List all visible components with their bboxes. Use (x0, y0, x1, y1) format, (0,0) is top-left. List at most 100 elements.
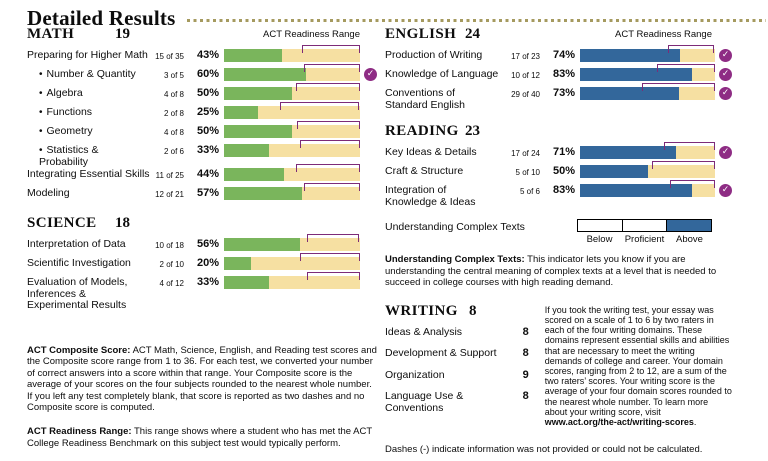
skill-percent: 83% (552, 68, 575, 80)
science-header: SCIENCE 18 (27, 215, 377, 232)
skill-percent: 71% (552, 146, 575, 158)
skill-label: Evaluation of Models, Inferences & Exper… (27, 276, 128, 311)
score-bar-fill (224, 238, 301, 251)
science-rows: Interpretation of Data 10 of 18 56% ✓ Sc… (27, 234, 377, 312)
readiness-note-lead: ACT Readiness Range: (27, 426, 132, 438)
readiness-bar (580, 180, 715, 197)
skill-fraction: 12 of 21 (155, 190, 184, 199)
skill-row: Preparing for Higher Math 15 of 35 43% ✓ (27, 45, 377, 68)
skill-fraction: 2 of 10 (159, 260, 184, 269)
score-bar-fill (224, 257, 252, 270)
uct-level-label: Below (586, 234, 613, 245)
score-bar-fill (224, 125, 292, 138)
section-math: MATH 19 ACT Readiness Range Preparing fo… (27, 26, 377, 206)
skill-label: Production of Writing (385, 49, 483, 61)
writing-scores-url: www.act.org/the-act/writing-scores (544, 417, 694, 428)
left-column: MATH 19 ACT Readiness Range Preparing fo… (27, 26, 377, 461)
math-section-title: MATH (27, 26, 75, 42)
skill-label: Integrating Essential Skills (27, 168, 150, 180)
skill-percent: 74% (552, 49, 575, 61)
skill-percent: 20% (196, 257, 219, 269)
composite-note-lead: ACT Composite Score: (27, 344, 131, 356)
readiness-bar (224, 121, 360, 138)
readiness-range-bracket (670, 180, 715, 188)
skill-fraction: 4 of 8 (163, 90, 184, 99)
skill-label: Knowledge of Language (385, 68, 499, 80)
skill-fraction: 3 of 5 (163, 71, 184, 80)
readiness-bar (224, 83, 360, 100)
skill-label: Scientific Investigation (27, 257, 131, 269)
science-score: 18 (115, 215, 130, 231)
reading-rows: Key Ideas & Details 17 of 24 71% ✓ Craft… (385, 142, 732, 208)
readiness-range-bracket (304, 64, 360, 72)
readiness-bar (580, 161, 715, 178)
skill-percent: 57% (196, 187, 219, 199)
skill-fraction: 10 of 12 (511, 71, 540, 80)
score-bar-fill (224, 87, 292, 100)
readiness-bar (224, 253, 360, 270)
skill-label: Integration of Knowledge & Ideas (385, 184, 476, 208)
readiness-range-bracket (297, 121, 360, 129)
skill-row: Conventions of Standard English 29 of 40… (385, 83, 732, 111)
skill-percent: 33% (196, 144, 219, 156)
skill-percent: 50% (196, 87, 219, 99)
readiness-range-bracket (300, 140, 360, 148)
benchmark-check-icon: ✓ (719, 146, 732, 159)
uct-segment (666, 220, 712, 231)
writing-scores-block: WRITING 8 Ideas & Analysis 8 Development… (385, 303, 529, 436)
skill-percent: 50% (196, 125, 219, 137)
writing-domain-row: Development & Support 8 (385, 347, 529, 359)
math-rows: Preparing for Higher Math 15 of 35 43% ✓… (27, 45, 377, 206)
page-header: Detailed Results (27, 6, 766, 31)
uct-level-names: Below Proficient Above (577, 234, 712, 245)
page-title: Detailed Results (27, 6, 176, 30)
writing-domain-label: Language Use & Conventions (385, 390, 464, 415)
readiness-bar (580, 83, 715, 100)
writing-domain-score: 8 (522, 347, 529, 360)
skill-percent: 50% (552, 165, 575, 177)
skill-label: Functions (27, 106, 150, 119)
writing-domain-label: Ideas & Analysis (385, 325, 463, 338)
uct-level-bar (577, 219, 712, 232)
skill-row: Evaluation of Models, Inferences & Exper… (27, 272, 377, 312)
skill-row: Statistics & Probability 2 of 6 33% ✓ (27, 140, 377, 168)
readiness-bar (224, 64, 360, 81)
uct-segment (621, 220, 667, 231)
benchmark-check-icon: ✓ (364, 68, 377, 81)
section-reading: READING 23 Key Ideas & Details 17 of 24 … (385, 123, 732, 208)
section-science: SCIENCE 18 Interpretation of Data 10 of … (27, 215, 377, 312)
skill-fraction: 11 of 25 (155, 171, 184, 180)
skill-row: Craft & Structure 5 of 10 50% ✓ (385, 161, 732, 184)
skill-percent: 43% (196, 49, 219, 61)
writing-note-body: If you took the writing test, your essay… (544, 304, 732, 417)
skill-label: Geometry (27, 125, 150, 138)
skill-row: Functions 2 of 8 25% ✓ (27, 102, 377, 125)
benchmark-check-icon: ✓ (719, 68, 732, 81)
writing-domain-row: Organization 9 (385, 369, 529, 381)
writing-domain-row: Language Use & Conventions 8 (385, 390, 529, 414)
readiness-bar (224, 102, 360, 119)
readiness-note-body: This range shows where a student who has… (27, 426, 372, 449)
score-bar-fill (224, 49, 283, 62)
readiness-range-bracket (663, 142, 715, 150)
skill-row: Production of Writing 17 of 23 74% ✓ (385, 45, 732, 68)
skill-fraction: 2 of 6 (163, 147, 184, 156)
skill-fraction: 17 of 24 (511, 149, 540, 158)
skill-percent: 44% (196, 168, 219, 180)
benchmark-check-icon: ✓ (719, 184, 732, 197)
writing-domain-score: 9 (522, 368, 529, 381)
skill-row: Modeling 12 of 21 57% ✓ (27, 183, 377, 206)
score-bar-fill (580, 68, 693, 81)
readiness-bar (224, 183, 360, 200)
section-writing: WRITING 8 Ideas & Analysis 8 Development… (385, 303, 732, 436)
skill-row: Interpretation of Data 10 of 18 56% ✓ (27, 234, 377, 257)
score-bar-fill (224, 187, 302, 200)
english-score: 24 (465, 26, 480, 42)
skill-label: Key Ideas & Details (385, 146, 477, 158)
readiness-range-bracket (651, 161, 715, 169)
writing-domain-score: 8 (522, 325, 529, 338)
skill-percent: 83% (552, 184, 575, 196)
skill-fraction: 17 of 23 (511, 52, 540, 61)
uct-note-body: This indicator lets you know if you are … (385, 254, 717, 289)
readiness-range-label: ACT Readiness Range (615, 29, 712, 40)
